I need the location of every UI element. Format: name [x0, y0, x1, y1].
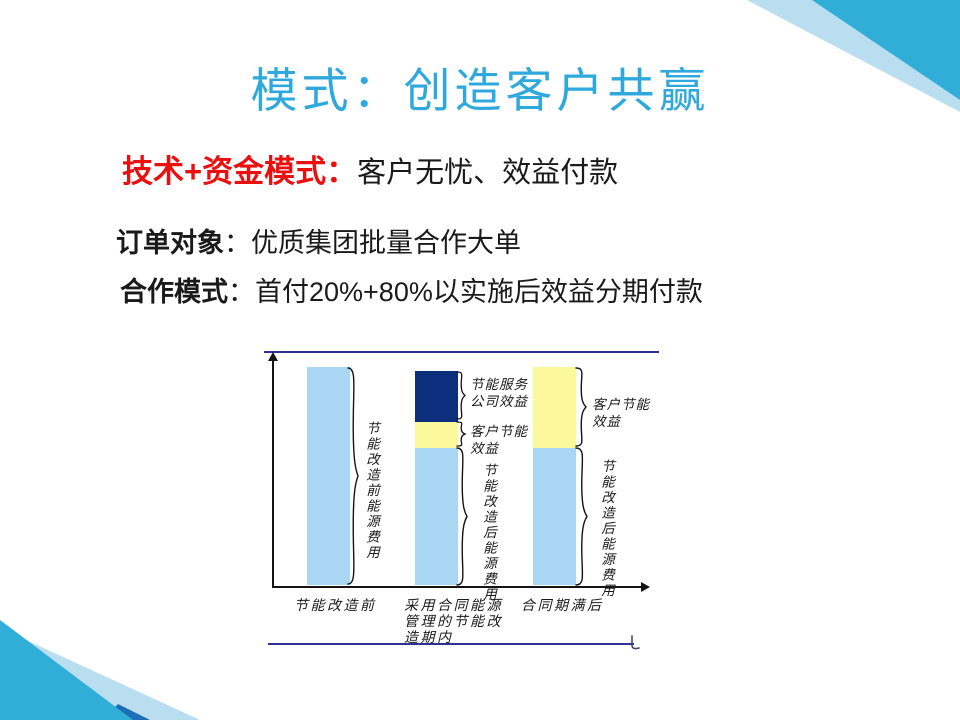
brace-post-cost-after [575, 447, 588, 586]
x-label-pre-retrofit: 节能改造前 [294, 599, 377, 615]
label-client-benefit-line1: 客户节能 [470, 424, 528, 439]
y-axis-arrow [268, 352, 278, 361]
label-post-cost-after: 节能改造后能源费用 [599, 459, 614, 599]
brace-esco-benefit [456, 371, 467, 420]
label-post-cost-contract: 节能改造后能源费用 [481, 463, 496, 603]
y-axis-line [272, 360, 274, 588]
label-client-benefit-line2: 效益 [592, 414, 621, 429]
corner-curl-mark [631, 635, 640, 650]
x-label-line: 采用合同能源 [404, 599, 503, 614]
top-right-accent [747, 0, 960, 112]
bar-segment [533, 367, 576, 448]
chart-bottom-border [268, 643, 634, 645]
label-esco-benefit-line2: 公司效益 [470, 394, 528, 409]
x-axis-arrow [641, 582, 650, 592]
cooperation-mode-value: ：首付20%+80%以实施后效益分期付款 [228, 277, 703, 307]
label-client-benefit-contract: 客户节能 效益 [470, 423, 528, 457]
brace-post-cost-contract [456, 447, 468, 586]
x-label-after-contract: 合同期满后 [521, 599, 604, 615]
label-client-benefit-after: 客户节能 效益 [592, 396, 650, 430]
accent-teal-triangle [812, 0, 960, 100]
x-label-line: 管理的节能改 [404, 615, 503, 630]
headline-rest: 客户无忧、效益付款 [357, 157, 619, 189]
benefit-chart: 节能改造前能源费用 节能服务 公司效益 客户节能 效益 节能改造后能源费用 客户… [258, 347, 660, 652]
x-label-contract-period: 采用合同能源 管理的节能改 造期内 [404, 599, 503, 647]
brace-client-benefit-after [575, 367, 587, 447]
bar-segment [415, 371, 458, 422]
x-label-line: 节能改造前 [294, 599, 377, 614]
bar-segment [307, 367, 350, 585]
label-esco-benefit-line1: 节能服务 [470, 377, 528, 392]
bar-pre-retrofit [307, 367, 350, 585]
label-pre-retrofit-cost: 节能改造前能源费用 [364, 421, 379, 561]
bar-segment [415, 447, 458, 585]
cooperation-mode-line: 合作模式：首付20%+80%以实施后效益分期付款 [120, 270, 703, 309]
page-title: 模式：创造客户共赢 [250, 66, 710, 118]
bar-after-contract [533, 367, 576, 585]
order-target-label: 订单对象 [116, 228, 224, 258]
brace-pre-retrofit-cost [347, 367, 359, 585]
x-label-line: 合同期满后 [521, 599, 604, 614]
x-label-line: 造期内 [404, 631, 454, 646]
order-target-line: 订单对象：优质集团批量合作大单 [116, 221, 521, 260]
order-target-value: ：优质集团批量合作大单 [224, 228, 521, 258]
label-client-benefit-line1: 客户节能 [592, 397, 650, 412]
bar-segment [533, 447, 576, 585]
bottom-left-accent [0, 620, 200, 720]
brace-client-benefit-contract [456, 421, 467, 447]
model-headline: 技术+资金模式：客户无忧、效益付款 [122, 146, 618, 191]
x-axis-line [272, 586, 643, 588]
cooperation-mode-label: 合作模式 [120, 277, 228, 307]
bar-contract-period [415, 367, 458, 585]
chart-top-border [264, 351, 659, 353]
bar-segment [415, 421, 458, 448]
headline-lead: 技术+资金模式： [122, 154, 358, 189]
label-client-benefit-line2: 效益 [470, 441, 499, 456]
accent-teal-triangle [0, 620, 133, 720]
label-esco-benefit: 节能服务 公司效益 [470, 376, 528, 410]
